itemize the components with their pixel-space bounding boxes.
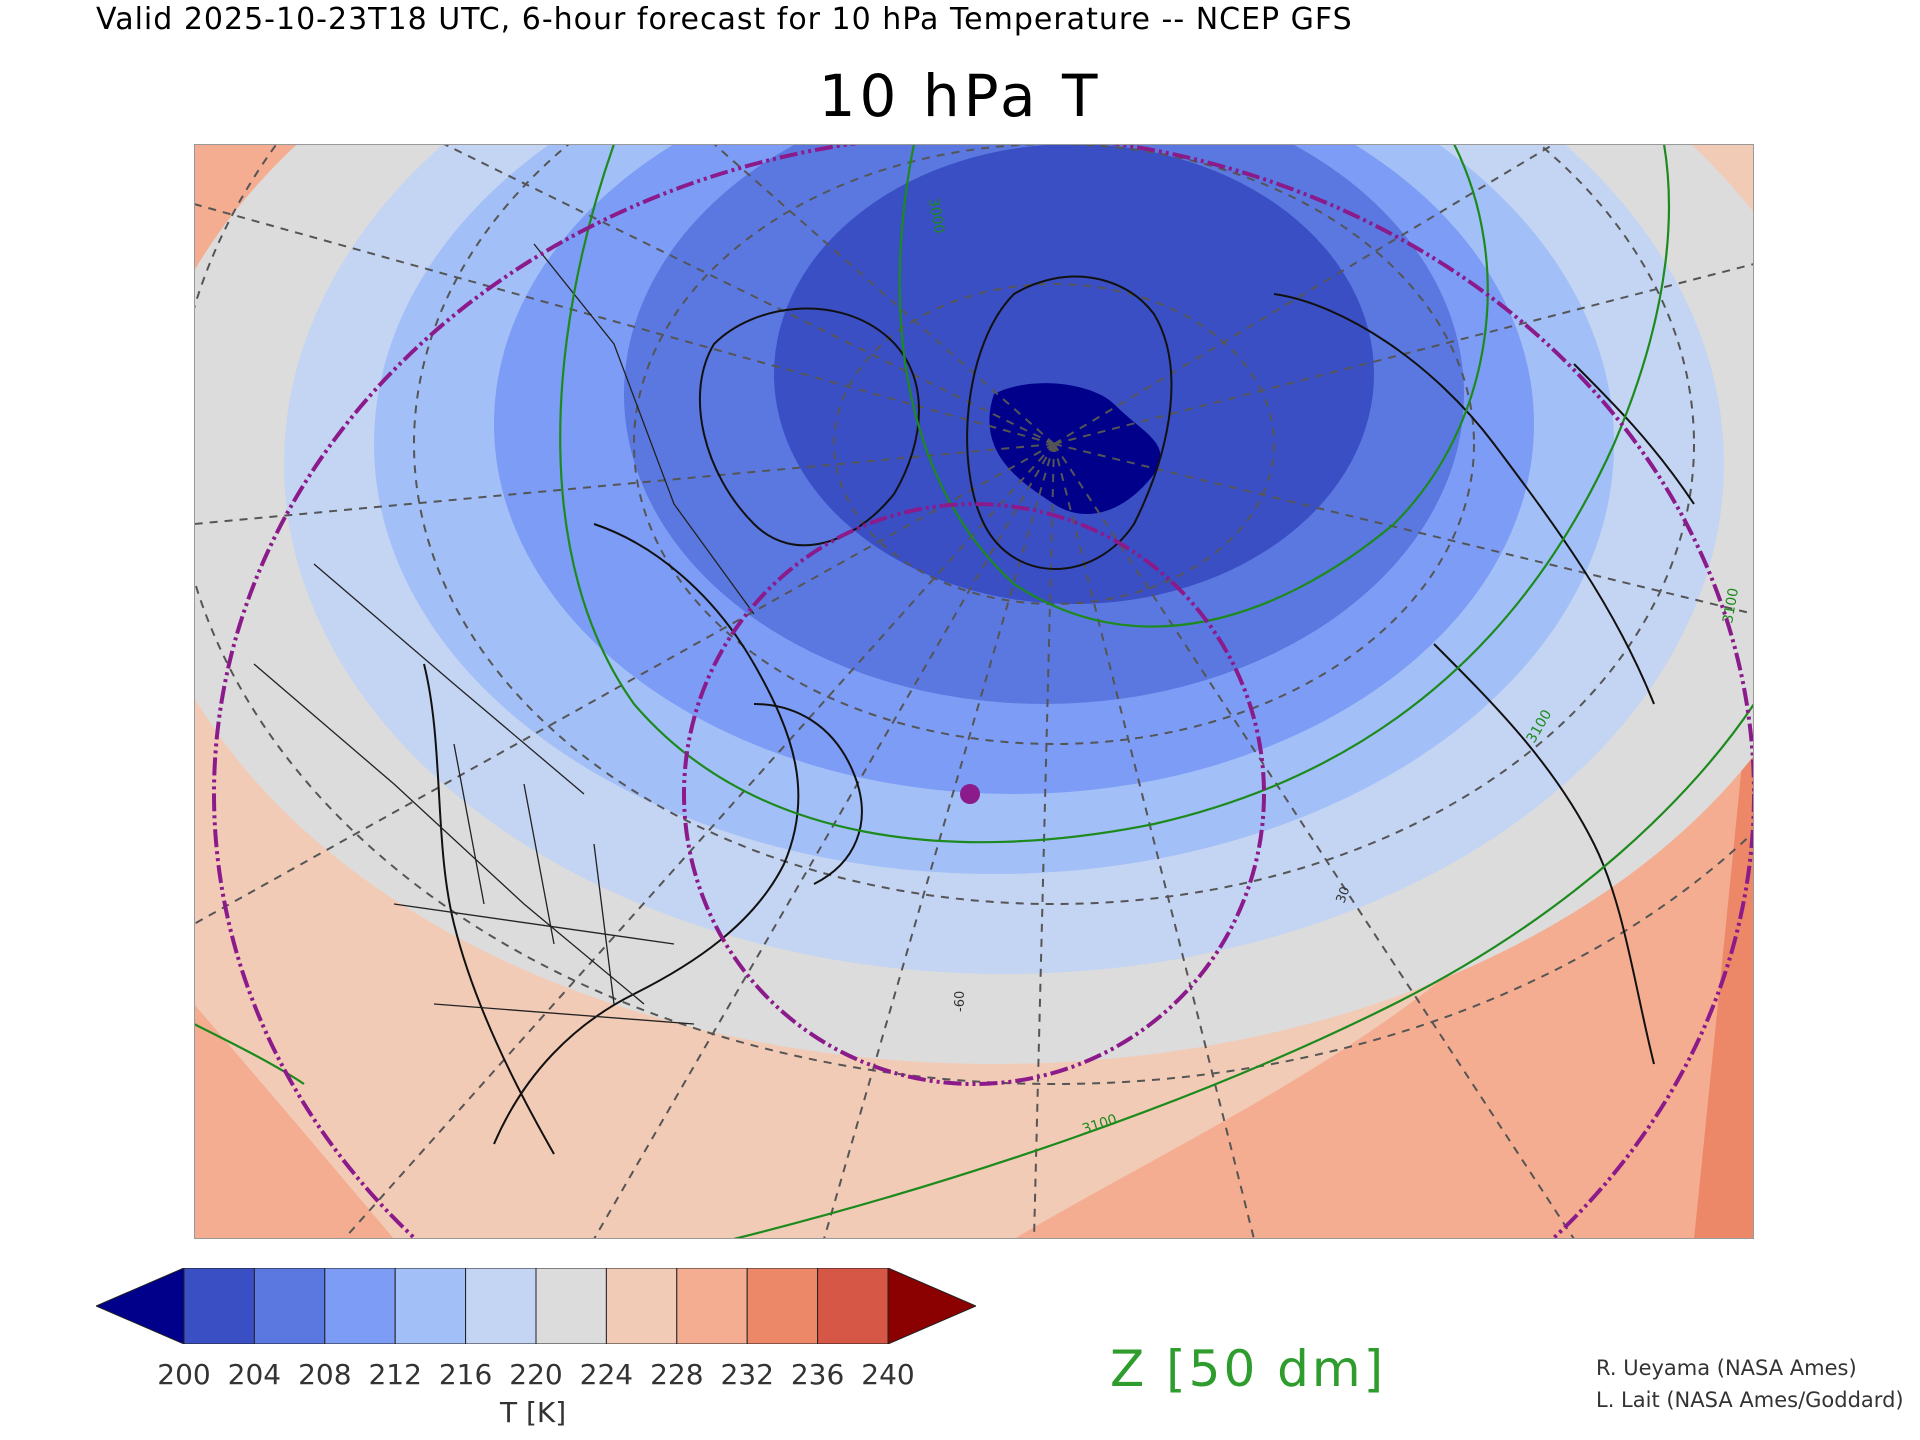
- meridian-label: -60: [953, 991, 968, 1012]
- credit-line-2: L. Lait (NASA Ames/Goddard): [1596, 1388, 1904, 1412]
- colorbar-ticks: 200 204 208 212 216 220 224 228 232 236 240: [0, 1358, 1000, 1398]
- colorbar-swatch: [746, 1267, 819, 1345]
- temperature-band-200: [774, 144, 1374, 604]
- colorbar-tick-label: 200: [157, 1358, 211, 1391]
- map-title: 10 hPa T: [818, 62, 1102, 130]
- colorbar-tick-label: 240: [861, 1358, 915, 1391]
- colorbar-tick-label: 216: [438, 1358, 493, 1391]
- colorbar-swatch: [605, 1267, 678, 1345]
- latitude-label: 30: [1334, 885, 1354, 906]
- colorbar-graphic: [94, 1267, 978, 1345]
- colorbar-swatch: [676, 1267, 748, 1345]
- colorbar-tick-label: 232: [720, 1358, 774, 1391]
- colorbar-swatch: [324, 1267, 396, 1345]
- colorbar-tick-label: 236: [790, 1358, 845, 1391]
- center-marker: [960, 784, 980, 804]
- temperature-band-west-228: [194, 1004, 394, 1239]
- temperature-band-228: [1014, 524, 1754, 1239]
- colorbar-swatch: [535, 1267, 607, 1345]
- map-border: [194, 144, 1754, 1239]
- credit-line-1: R. Ueyama (NASA Ames): [1596, 1356, 1857, 1380]
- height-contour-label: 3100: [1720, 587, 1742, 625]
- coastlines: [423, 275, 1695, 1155]
- colorbar: [94, 1267, 978, 1345]
- temperature-map[interactable]: 3100 3100 3000 3100 -60 30: [194, 144, 1754, 1239]
- colorbar-tick-label: 220: [509, 1358, 563, 1391]
- reference-circle-inner: [682, 502, 1266, 1086]
- latitude-circles: [194, 144, 1754, 1085]
- colorbar-swatch: [253, 1267, 326, 1345]
- reference-circle-outer: [212, 144, 1754, 1239]
- height-contour-label: 3000: [925, 197, 947, 235]
- colorbar-tick-label: 208: [298, 1358, 352, 1391]
- colorbar-swatch: [465, 1267, 537, 1345]
- colorbar-swatch: [817, 1267, 889, 1345]
- political-borders: [253, 243, 755, 1025]
- colorbar-arrow-high: [887, 1267, 978, 1345]
- temperature-band-232: [1694, 644, 1754, 1239]
- colorbar-swatch: [394, 1267, 467, 1345]
- colorbar-tick-label: 204: [227, 1358, 282, 1391]
- colorbar-swatch: [183, 1267, 255, 1345]
- forecast-valid-line: Valid 2025-10-23T18 UTC, 6-hour forecast…: [96, 2, 1353, 37]
- colorbar-arrow-low: [94, 1267, 185, 1345]
- height-contours: [194, 144, 1754, 1239]
- colorbar-tick-label: 224: [579, 1358, 634, 1391]
- map-panel[interactable]: 3100 3100 3000 3100 -60 30: [194, 144, 1754, 1239]
- colorbar-tick-label: 228: [650, 1358, 704, 1391]
- colorbar-label: T [K]: [500, 1396, 567, 1429]
- colorbar-tick-label: 212: [368, 1358, 422, 1391]
- credits: R. Ueyama (NASA Ames) L. Lait (NASA Ames…: [1596, 1352, 1904, 1416]
- reference-circles: [212, 144, 1754, 1239]
- contour-legend: Z [50 dm]: [1110, 1340, 1387, 1398]
